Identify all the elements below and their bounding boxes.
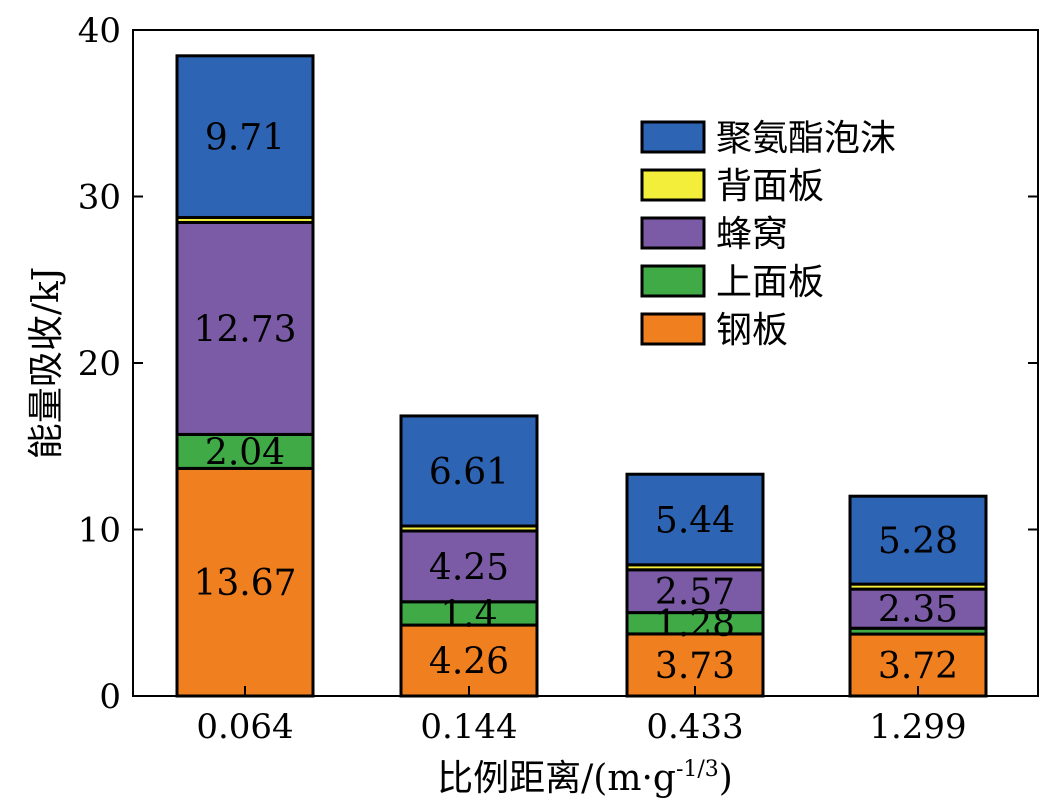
bar-segment-0-0 bbox=[175, 466, 315, 698]
data-label-2-2: 2.57 bbox=[655, 572, 735, 613]
bar-segment-3-4 bbox=[848, 494, 988, 586]
bars-layer bbox=[175, 54, 988, 698]
legend-label-1: 背面板 bbox=[716, 166, 824, 207]
legend-label-2: 蜂窝 bbox=[716, 214, 788, 255]
bar-segment-0-1 bbox=[175, 432, 315, 470]
legend-swatch-0 bbox=[640, 120, 706, 154]
data-label-0-1: 2.04 bbox=[205, 432, 285, 473]
data-label-1-4: 6.61 bbox=[429, 452, 509, 493]
bar-segment-2-4 bbox=[625, 472, 765, 567]
legend-swatch-3 bbox=[640, 264, 706, 298]
y-tick-label-4: 40 bbox=[78, 11, 121, 51]
x-axis-title: 比例距离/(m·g-1/3) bbox=[437, 757, 733, 799]
data-label-1-2: 4.25 bbox=[429, 547, 509, 588]
legend-label-0: 聚氨酯泡沫 bbox=[716, 118, 896, 159]
y-tick-label-2: 20 bbox=[78, 344, 121, 384]
x-tick-label-2: 0.433 bbox=[646, 707, 743, 747]
x-tick-label-1: 0.144 bbox=[420, 707, 517, 747]
legend-swatch-4 bbox=[640, 312, 706, 346]
legend-label-4: 钢板 bbox=[716, 310, 788, 351]
data-label-0-4: 9.71 bbox=[205, 118, 285, 159]
data-label-0-0: 13.67 bbox=[193, 563, 296, 604]
y-axis-title: 能量吸收/kJ bbox=[26, 267, 67, 459]
legend-swatch-2 bbox=[640, 216, 706, 250]
x-axis-title-close: ) bbox=[719, 758, 733, 799]
data-label-3-0: 3.72 bbox=[878, 646, 958, 687]
bar-segment-2-2 bbox=[625, 568, 765, 615]
data-label-2-4: 5.44 bbox=[655, 501, 735, 542]
bar-segment-1-4 bbox=[399, 414, 539, 528]
y-tick-label-3: 30 bbox=[78, 178, 121, 218]
data-labels-layer: 13.67 2.04 12.73 9.71 4.26 1.4 4.25 6.61 3.731.2… bbox=[193, 118, 958, 687]
x-axis: 0.064 0.144 0.433 1.299 bbox=[196, 686, 967, 747]
x-axis-title-main: 比例距离/(m bbox=[437, 758, 641, 799]
x-axis-title-dot: · bbox=[641, 758, 652, 799]
x-axis-title-g: g bbox=[653, 758, 676, 799]
bar-segment-0-4 bbox=[175, 54, 315, 219]
x-tick-label-0: 0.064 bbox=[196, 707, 293, 747]
y-tick-label-0: 0 bbox=[99, 677, 121, 717]
legend-label-3: 上面板 bbox=[716, 262, 824, 303]
data-label-0-2: 12.73 bbox=[193, 309, 296, 350]
legend-swatch-1 bbox=[640, 168, 706, 202]
y-axis: 0 10 20 30 40 bbox=[78, 11, 1038, 717]
data-label-1-1: 1.4 bbox=[440, 594, 497, 635]
data-label-3-4: 5.28 bbox=[878, 521, 958, 562]
data-label-3-2: 2.35 bbox=[878, 590, 958, 631]
data-label-2-0: 3.73 bbox=[655, 646, 735, 687]
data-label-1-0: 4.26 bbox=[429, 642, 509, 683]
data-label-2-1: 1.28 bbox=[655, 604, 735, 645]
y-tick-label-1: 10 bbox=[78, 511, 121, 551]
x-axis-title-exponent: -1/3 bbox=[676, 757, 719, 782]
x-tick-label-3: 1.299 bbox=[869, 707, 966, 747]
